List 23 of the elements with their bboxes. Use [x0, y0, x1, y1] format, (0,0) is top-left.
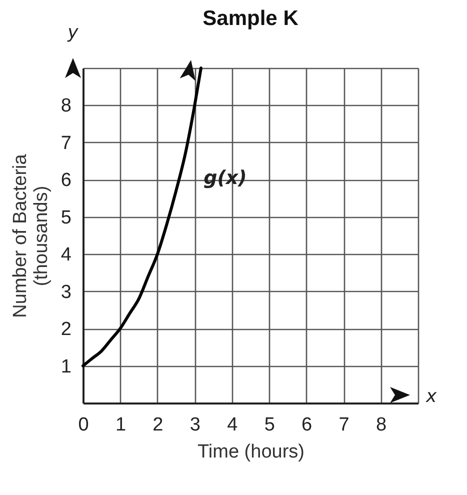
x-axis-title: Time (hours)	[198, 442, 304, 462]
x-tick-label: 6	[302, 414, 312, 436]
x-tick-label: 0	[78, 414, 89, 436]
y-tick-label: 3	[60, 282, 72, 303]
x-tick-label: 3	[190, 414, 200, 436]
chart-title: Sample K	[202, 7, 298, 30]
x-tick-label: 4	[227, 414, 238, 436]
x-tick-label: 2	[152, 414, 164, 436]
x-tick-label: 1	[115, 414, 126, 436]
text: y	[66, 22, 79, 43]
x-tick-label: 8	[376, 414, 387, 436]
line-series	[82, 66, 202, 368]
y-tick-label: 5	[60, 207, 72, 228]
x-tick-label: 7	[338, 414, 350, 436]
y-tick-label: 7	[60, 132, 72, 154]
y-tick-label: 4	[60, 244, 72, 266]
y-tick-label: 1	[60, 356, 72, 378]
y-axis-title: Number of Bacteria (thousands)	[10, 154, 52, 318]
x-tick-label: 5	[264, 414, 275, 436]
y-tick-label: 8	[60, 96, 72, 117]
y-tick-label: 6	[60, 170, 72, 192]
text: x	[425, 386, 437, 407]
y-tick-label: 2	[60, 319, 72, 340]
